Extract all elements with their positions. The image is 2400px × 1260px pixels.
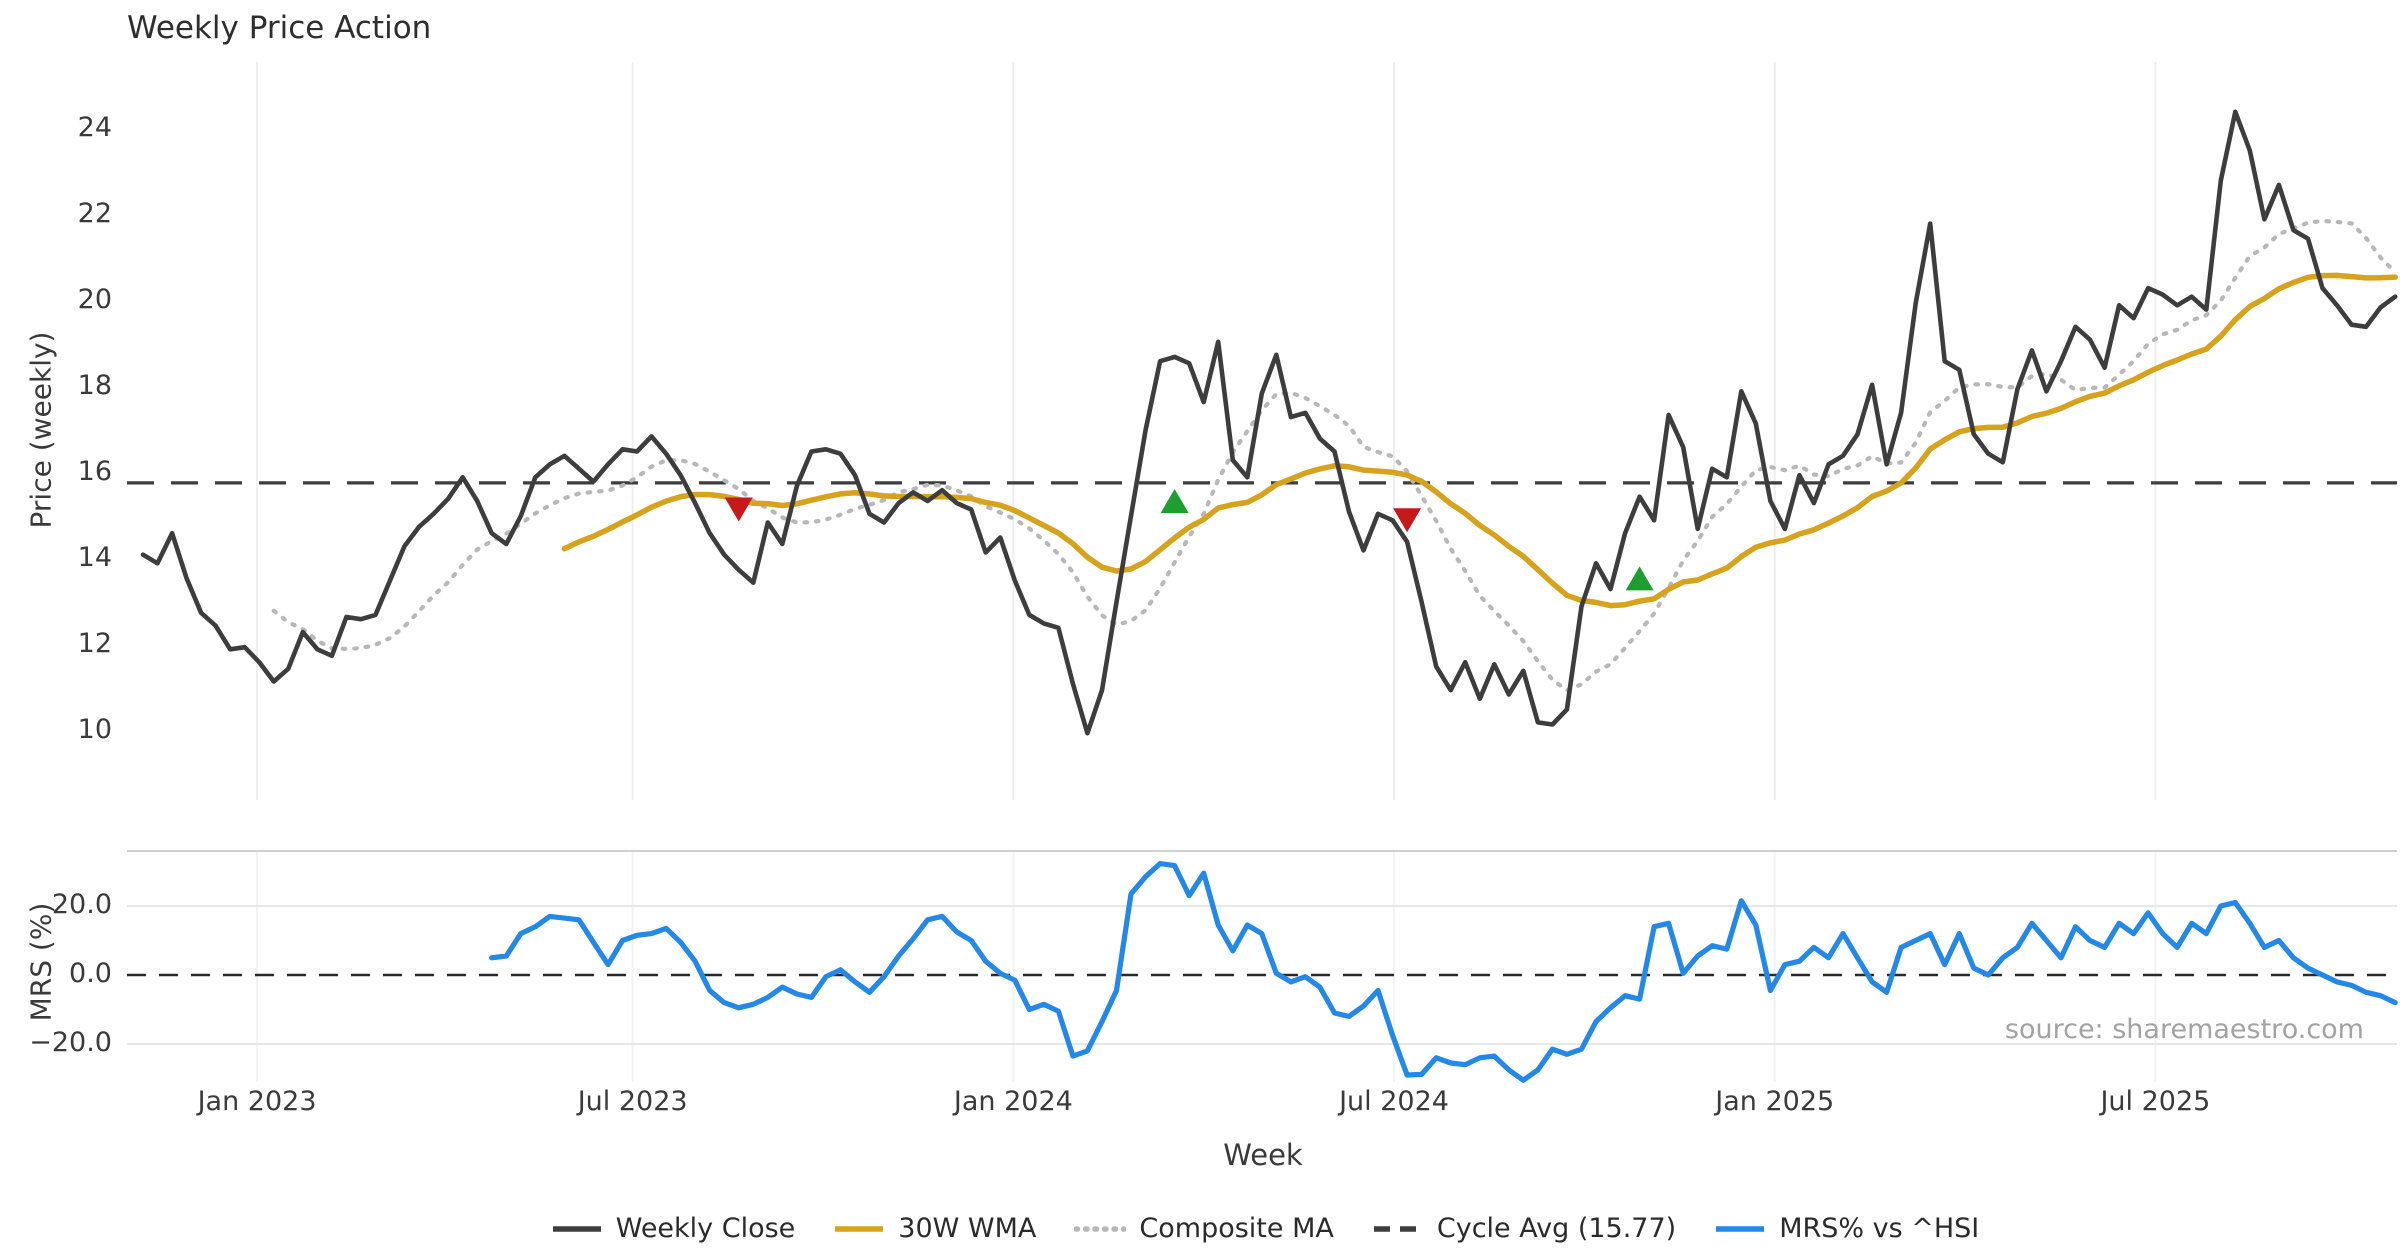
price-axis-label: Price (weekly)	[24, 331, 58, 529]
price-tick-label: 24	[77, 112, 112, 143]
price-tick-label: 14	[77, 542, 112, 573]
legend-item-30w-wma: 30W WMA	[833, 1213, 1036, 1244]
legend-item-composite-ma: Composite MA	[1074, 1213, 1334, 1244]
chart-legend: Weekly Close 30W WMA Composite MA Cycle Avg…	[130, 1213, 2400, 1244]
week-tick-label: Jul 2024	[1339, 1086, 1449, 1117]
mrs-tick-label: −20.0	[29, 1027, 112, 1058]
legend-item-weekly-close: Weekly Close	[551, 1213, 796, 1244]
legend-item-label: Cycle Avg (15.77)	[1436, 1213, 1677, 1244]
legend-line-sample	[552, 1225, 601, 1232]
mrs-tick-label: 20.0	[51, 889, 112, 920]
legend-item-label: Weekly Close	[615, 1213, 796, 1244]
price-tick-label: 18	[77, 370, 112, 401]
week-tick-label: Jan 2024	[953, 1086, 1073, 1117]
price-tick-label: 20	[77, 284, 112, 315]
mrs-line	[489, 860, 2398, 1083]
price-tick-label: 22	[77, 198, 112, 229]
week-axis-label: Week	[1223, 1138, 1303, 1172]
buy-marker	[1625, 566, 1654, 591]
price-tick-label: 12	[77, 628, 112, 659]
legend-item-label: MRS% vs ^HSI	[1779, 1213, 1980, 1244]
week-tick-label: Jul 2025	[2100, 1086, 2211, 1117]
week-tick-label: Jul 2023	[577, 1086, 688, 1117]
price-tick-label: 10	[77, 714, 112, 745]
week-tick-label: Jan 2025	[1715, 1086, 1835, 1117]
legend-line-sample	[1074, 1225, 1127, 1232]
weekly-close-line	[140, 109, 2398, 736]
price-tick-label: 16	[77, 456, 112, 487]
legend-line-sample	[835, 1225, 884, 1232]
mrs-tick-label: 0.0	[69, 958, 112, 989]
legend-item-cycle-avg-15-77-: Cycle Avg (15.77)	[1372, 1213, 1676, 1244]
sell-marker	[724, 497, 753, 522]
legend-item-label: Composite MA	[1139, 1213, 1334, 1244]
week-tick-label: Jan 2023	[197, 1086, 317, 1117]
sell-marker	[1393, 508, 1422, 533]
chart-title: Weekly Price Action	[127, 10, 432, 46]
legend-line-sample	[1716, 1225, 1765, 1232]
wma-line	[561, 272, 2398, 609]
legend-item-mrs-vs-hsi: MRS% vs ^HSI	[1714, 1213, 1979, 1244]
legend-item-label: 30W WMA	[898, 1213, 1037, 1244]
legend-line-sample	[1373, 1225, 1422, 1232]
buy-marker	[1160, 488, 1189, 513]
source-note: source: sharemaestro.com	[2004, 1014, 2364, 1045]
